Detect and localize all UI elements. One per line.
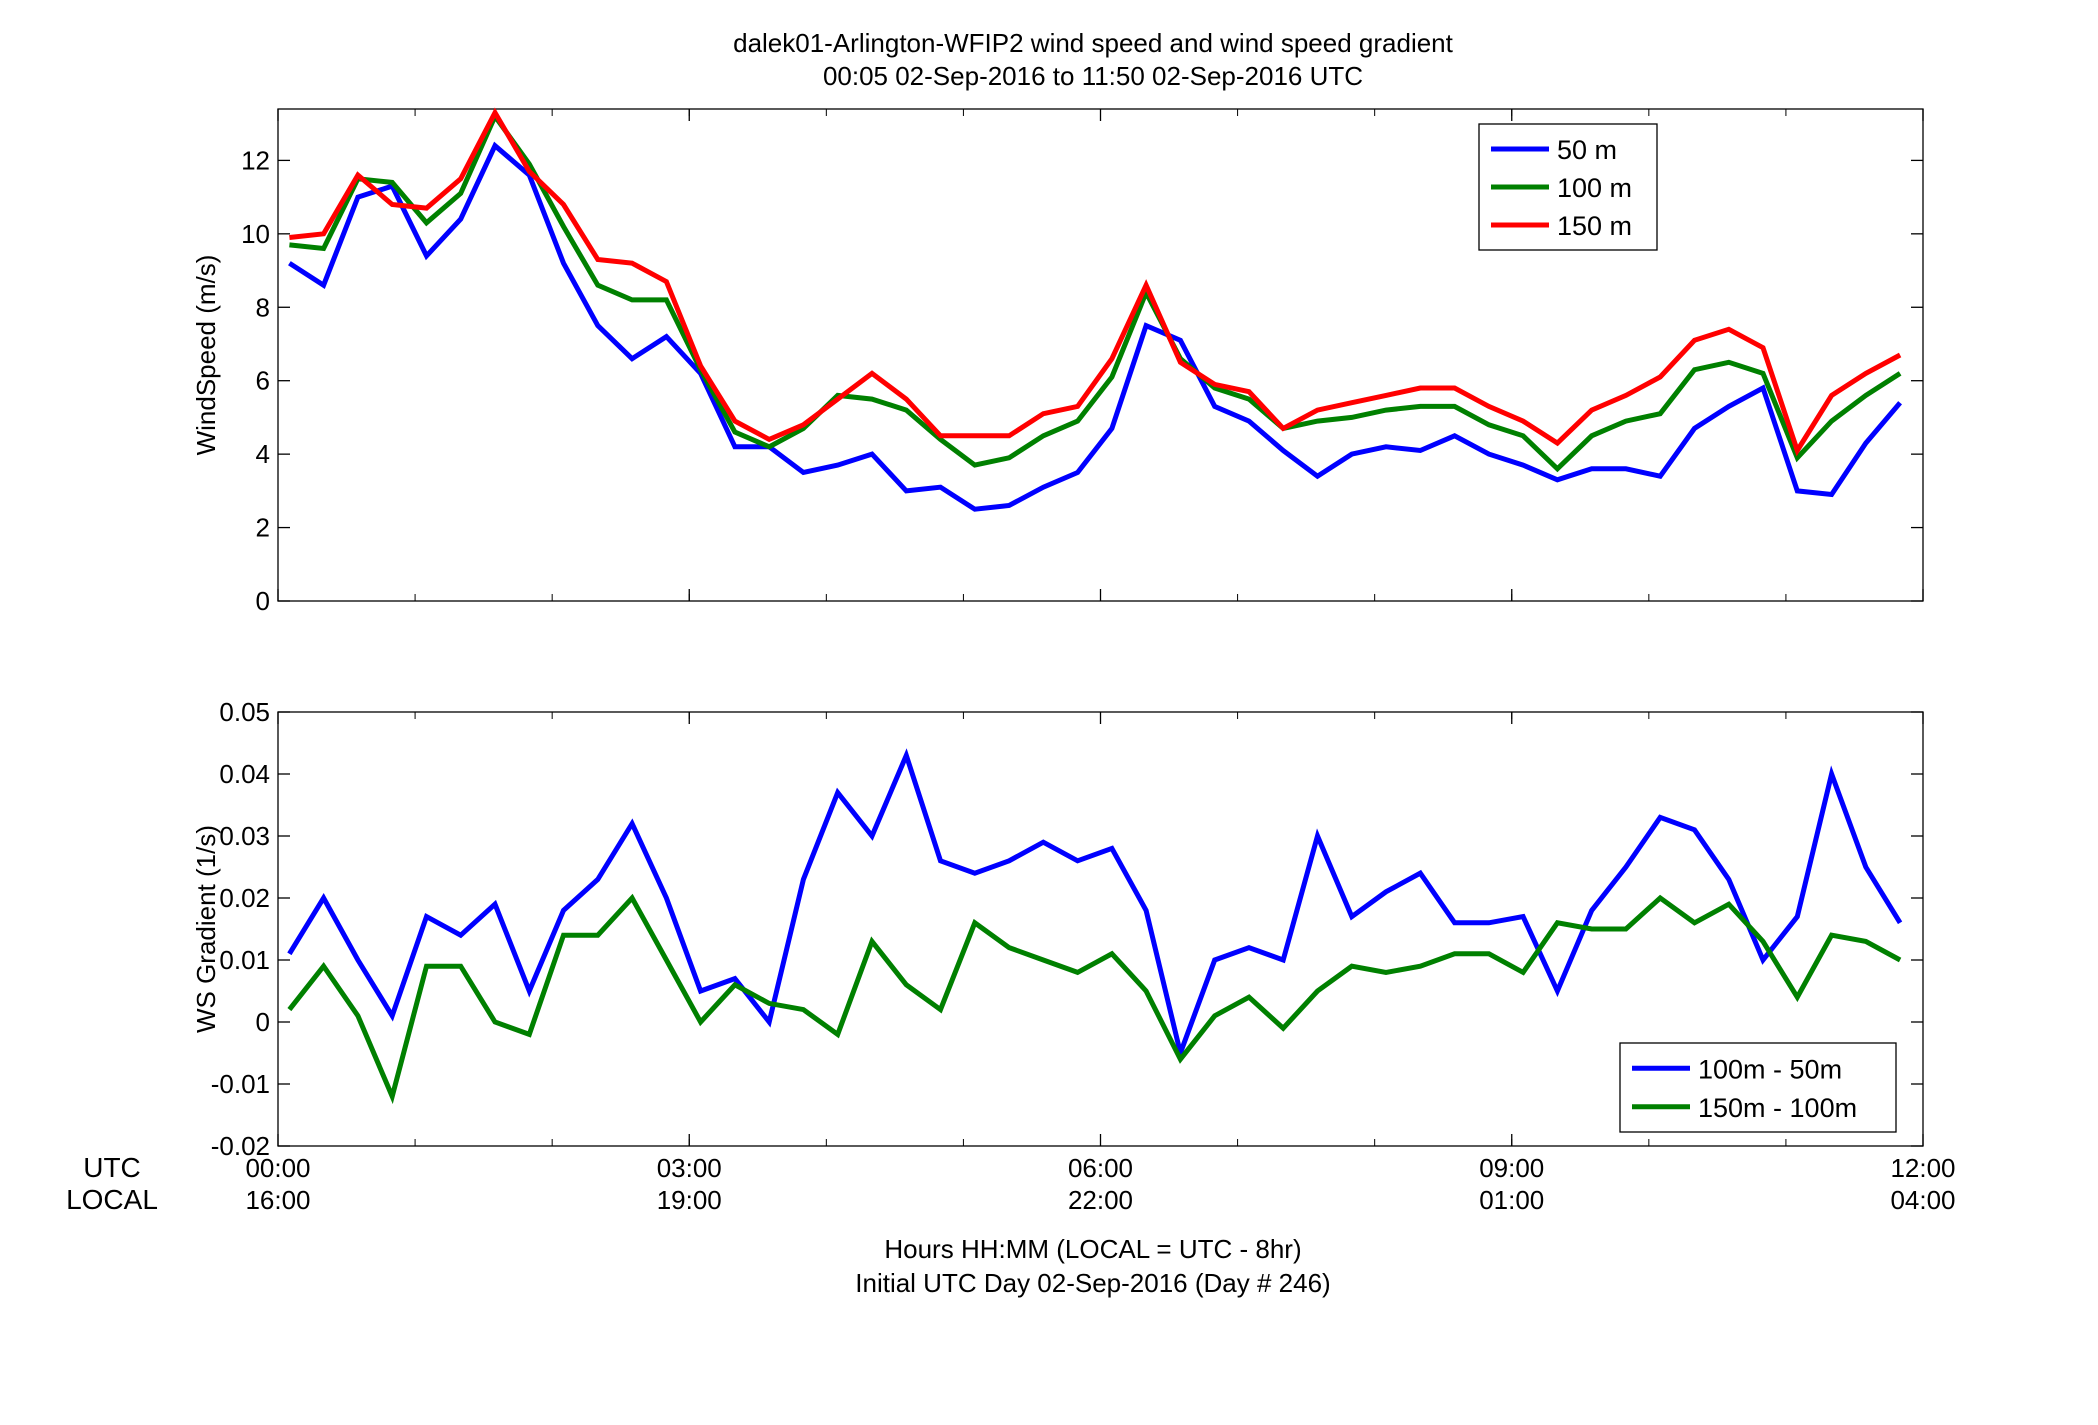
x-tick-label-utc: 06:00 [1068, 1153, 1133, 1183]
y-tick-label: 4 [256, 439, 270, 469]
x-tick-label-local: 04:00 [1890, 1185, 1955, 1215]
y-tick-label: 6 [256, 366, 270, 396]
x-tick-label-utc: 03:00 [657, 1153, 722, 1183]
x-tick-label-local: 22:00 [1068, 1185, 1133, 1215]
legend-box [1619, 1042, 1897, 1133]
x-tick-labels-utc: 00:00 03:00 06:00 09:00 12:00 [245, 1153, 1955, 1183]
x-tick-label-local: 19:00 [657, 1185, 722, 1215]
x-tick-label-utc: 09:00 [1479, 1153, 1544, 1183]
y-tick-label: 0.01 [219, 945, 270, 975]
series-line-150m-100m [287, 893, 1902, 1105]
y-axis-label: WS Gradient (1/s) [191, 825, 221, 1033]
y-tick-label: 0.04 [219, 759, 270, 789]
y-tick-label: 10 [241, 219, 270, 249]
y-tick-label: 0 [256, 1007, 270, 1037]
utc-row-label: UTC [83, 1152, 141, 1183]
x-tick-label-utc: 12:00 [1890, 1153, 1955, 1183]
series-line-50-m [288, 141, 1903, 512]
y-tick-label: -0.02 [211, 1131, 270, 1161]
series-line-100m-50m [287, 748, 1903, 1062]
y-axis-label: WindSpeed (m/s) [191, 255, 221, 456]
x-tick-label-local: 01:00 [1479, 1185, 1544, 1215]
x-tick-label-utc: 00:00 [245, 1153, 310, 1183]
plot-area-frame [277, 108, 1924, 602]
x-axis-sublabel: Initial UTC Day 02-Sep-2016 (Day # 246) [855, 1268, 1330, 1298]
y-tick-label: 0.03 [219, 821, 270, 851]
y-tick-label: 0 [256, 586, 270, 616]
y-tick-label: -0.01 [211, 1069, 270, 1099]
y-tick-label: 12 [241, 145, 270, 175]
gradient-panel: -0.02 -0.01 0 0.01 0.02 0.03 0.04 0.05 WS Gradie… [191, 697, 1924, 1161]
chart-title-line1: dalek01-Arlington-WFIP2 wind speed and w… [733, 28, 1454, 58]
x-tick-labels-local: 16:00 19:00 22:00 01:00 04:00 [245, 1185, 1955, 1215]
y-tick-label: 2 [256, 513, 270, 543]
chart-title-line2: 00:05 02-Sep-2016 to 11:50 02-Sep-2016 U… [823, 61, 1363, 91]
legend-label: 50 m [1557, 135, 1617, 165]
series-line-100-m [289, 111, 1902, 473]
legend-label: 100m - 50m [1698, 1054, 1842, 1084]
legend: 50 m 100 m 150 m [1478, 123, 1658, 251]
legend-label: 100 m [1557, 173, 1632, 203]
y-tick-label: 0.02 [219, 883, 270, 913]
legend: 100m - 50m 150m - 100m [1619, 1042, 1897, 1133]
y-tick-label: 0.05 [219, 697, 270, 727]
legend-label: 150m - 100m [1698, 1093, 1857, 1123]
series-line-150-m [289, 107, 1902, 457]
legend-label: 150 m [1557, 211, 1632, 241]
local-row-label: LOCAL [66, 1184, 158, 1215]
x-axis-label: Hours HH:MM (LOCAL = UTC - 8hr) [884, 1234, 1301, 1264]
x-tick-label-local: 16:00 [245, 1185, 310, 1215]
windspeed-panel: 0 2 4 6 8 10 12 WindSpeed (m/s) 50 m 100 m 150 m [191, 107, 1924, 616]
y-tick-label: 8 [256, 292, 270, 322]
